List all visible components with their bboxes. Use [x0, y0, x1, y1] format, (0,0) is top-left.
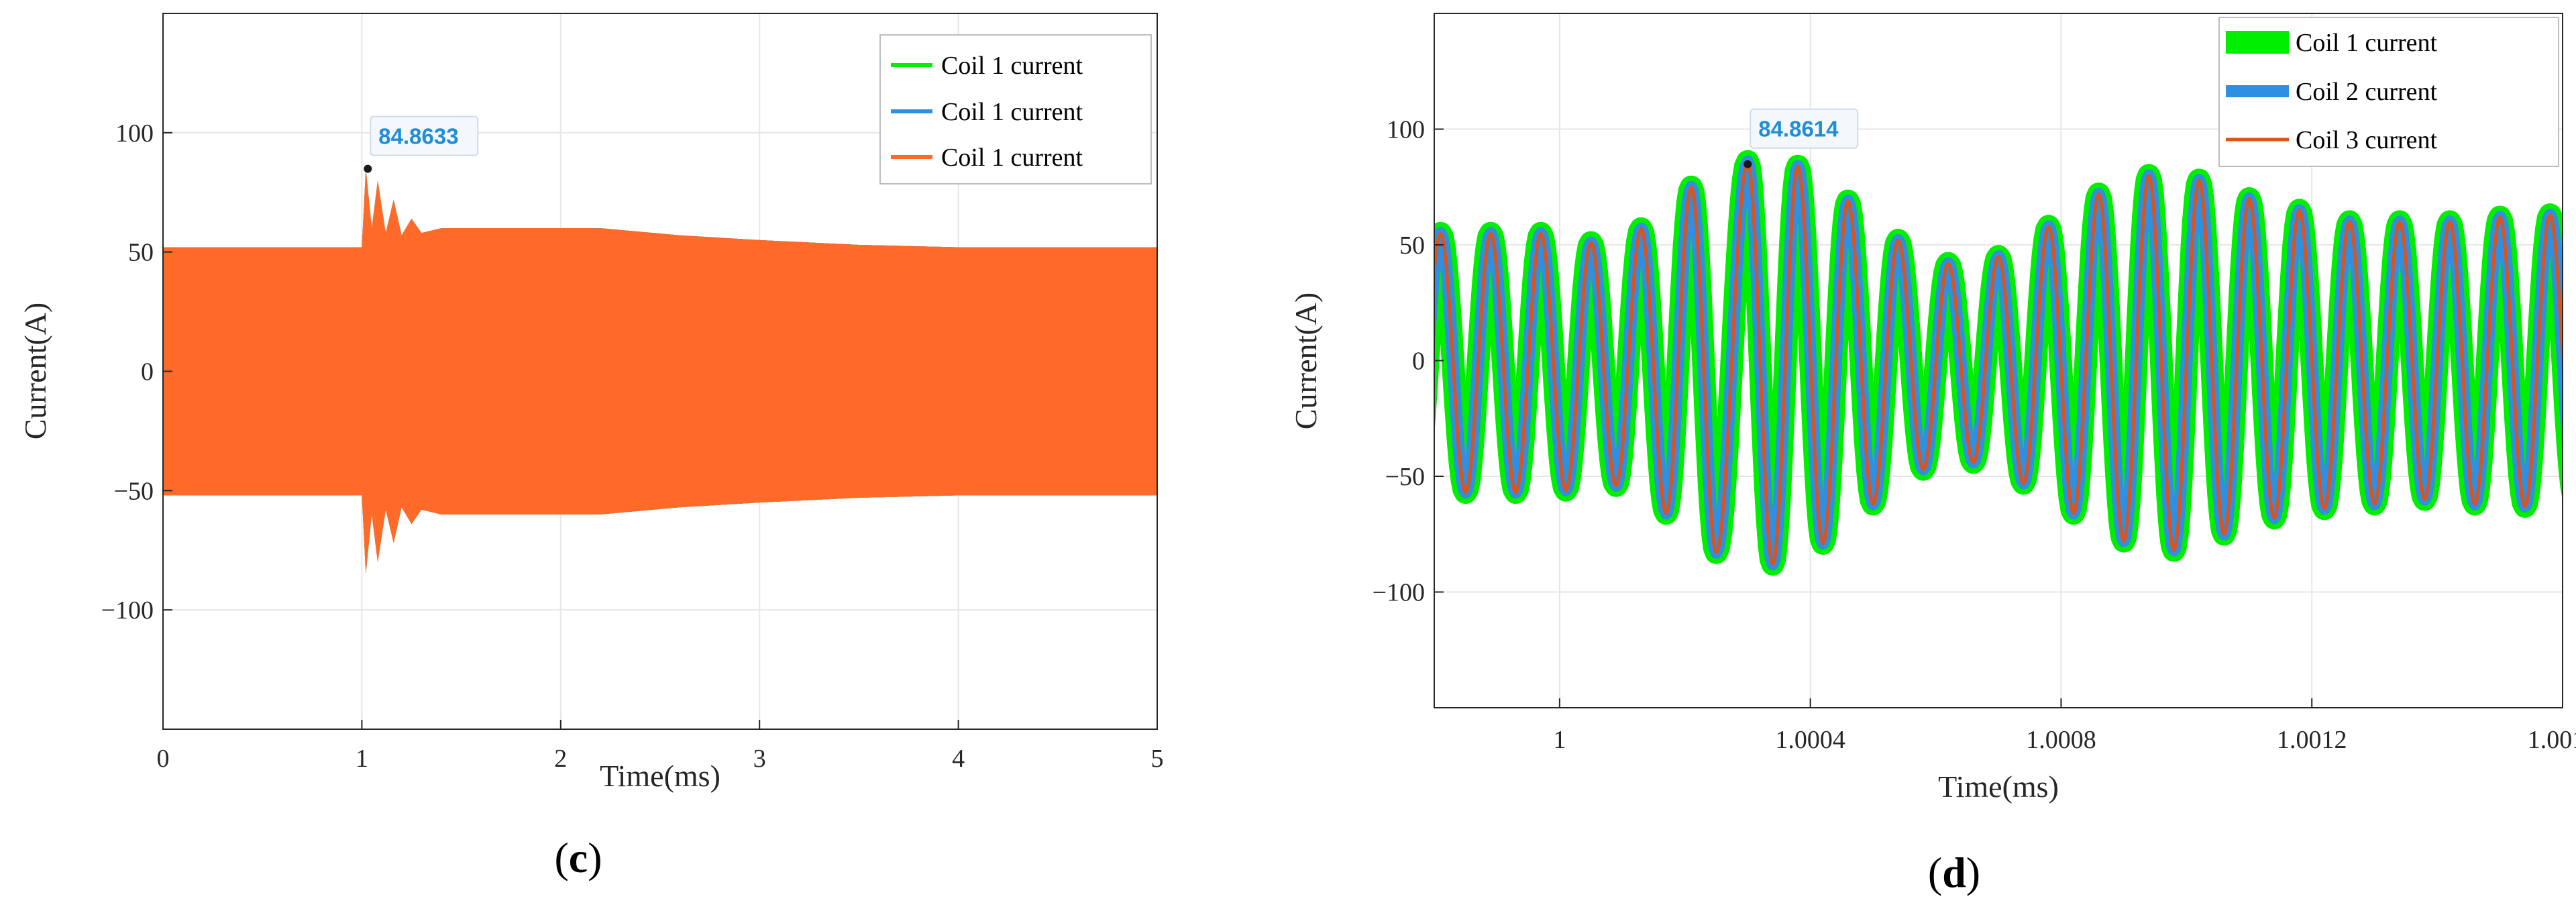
chart-d-ticks: 1 1.0004 1.0008 1.0012 1.0016 −100 −50 0 50 100 — [1373, 116, 2576, 755]
chart-d-xtick-label: 1.0012 — [2277, 726, 2347, 754]
chart-d-xtick-label: 1.0016 — [2528, 726, 2576, 754]
chart-c-xlabel: Time(ms) — [600, 759, 720, 793]
chart-c-ylabel: Current(A) — [18, 303, 52, 439]
chart-c-legend: Coil 1 current Coil 1 current Coil 1 cur… — [879, 34, 1152, 184]
chart-d-xlabel: Time(ms) — [1938, 769, 2059, 804]
chart-c-ytick-label: 0 — [141, 358, 154, 386]
chart-d-legend-label-3: Coil 3 current — [2296, 126, 2438, 154]
chart-d-ytick-label: 100 — [1387, 116, 1425, 144]
chart-d-annotation-marker — [1743, 160, 1752, 168]
chart-c-xtick-label: 3 — [753, 745, 766, 773]
chart-d-xtick-label: 1 — [1553, 726, 1566, 754]
chart-c-panel-label: (c) — [554, 834, 602, 881]
chart-d-annotation-label: 84.8614 — [1758, 117, 1839, 142]
chart-c-xtick-label: 2 — [554, 745, 567, 773]
chart-d: 1 1.0004 1.0008 1.0012 1.0016 −100 −50 0 50 100 T… — [1289, 13, 2576, 896]
chart-d-ytick-label: 50 — [1399, 231, 1425, 260]
chart-d-annotation: 84.8614 — [1743, 108, 1859, 168]
chart-d-xtick-label: 1.0008 — [2026, 726, 2096, 754]
chart-d-legend: Coil 1 current Coil 2 current Coil 3 cur… — [2218, 17, 2559, 167]
chart-c-xtick-label: 5 — [1151, 745, 1164, 773]
chart-c-ytick-label: 100 — [115, 119, 154, 148]
chart-c-series-3 — [163, 168, 1157, 574]
chart-d-panel-letter: d — [1942, 849, 1966, 896]
chart-c-data — [163, 168, 1157, 574]
chart-d-panel-label: (d) — [1928, 849, 1980, 896]
chart-c-legend-label-2: Coil 1 current — [941, 98, 1083, 126]
chart-c-xtick-label: 1 — [356, 745, 368, 773]
chart-c-ytick-label: −50 — [114, 477, 154, 505]
chart-c-xtick-label: 4 — [952, 745, 965, 773]
chart-c-panel-letter: c — [569, 834, 588, 881]
chart-d-ytick-label: −50 — [1385, 463, 1425, 491]
chart-c-ytick-label: 50 — [128, 239, 154, 267]
chart-c-annotation-box — [370, 115, 479, 156]
chart-d-ytick-label: −100 — [1373, 579, 1425, 607]
chart-d-xtick-label: 1.0004 — [1775, 726, 1845, 754]
chart-c-annotation: 84.8633 — [364, 115, 479, 173]
chart-d-legend-label-2: Coil 2 current — [2296, 78, 2438, 106]
chart-d-ytick-label: 0 — [1412, 347, 1425, 376]
chart-d-series-3 — [1434, 160, 2563, 566]
chart-d-ylabel: Current(A) — [1289, 292, 1323, 429]
chart-c-annotation-marker — [364, 164, 372, 173]
chart-c-xtick-label: 0 — [157, 745, 170, 773]
chart-c-legend-label-1: Coil 1 current — [941, 52, 1083, 80]
chart-c-legend-label-3: Coil 1 current — [941, 144, 1083, 172]
chart-c-ticks: 0 1 2 3 4 5 −100 −50 0 50 100 — [101, 119, 1164, 773]
chart-d-annotation-box — [1750, 108, 1859, 149]
chart-d-legend-label-1: Coil 1 current — [2296, 29, 2438, 57]
chart-d-data — [1434, 150, 2563, 576]
chart-c-annotation-label: 84.8633 — [378, 124, 458, 149]
chart-c-ytick-label: −100 — [101, 596, 154, 625]
